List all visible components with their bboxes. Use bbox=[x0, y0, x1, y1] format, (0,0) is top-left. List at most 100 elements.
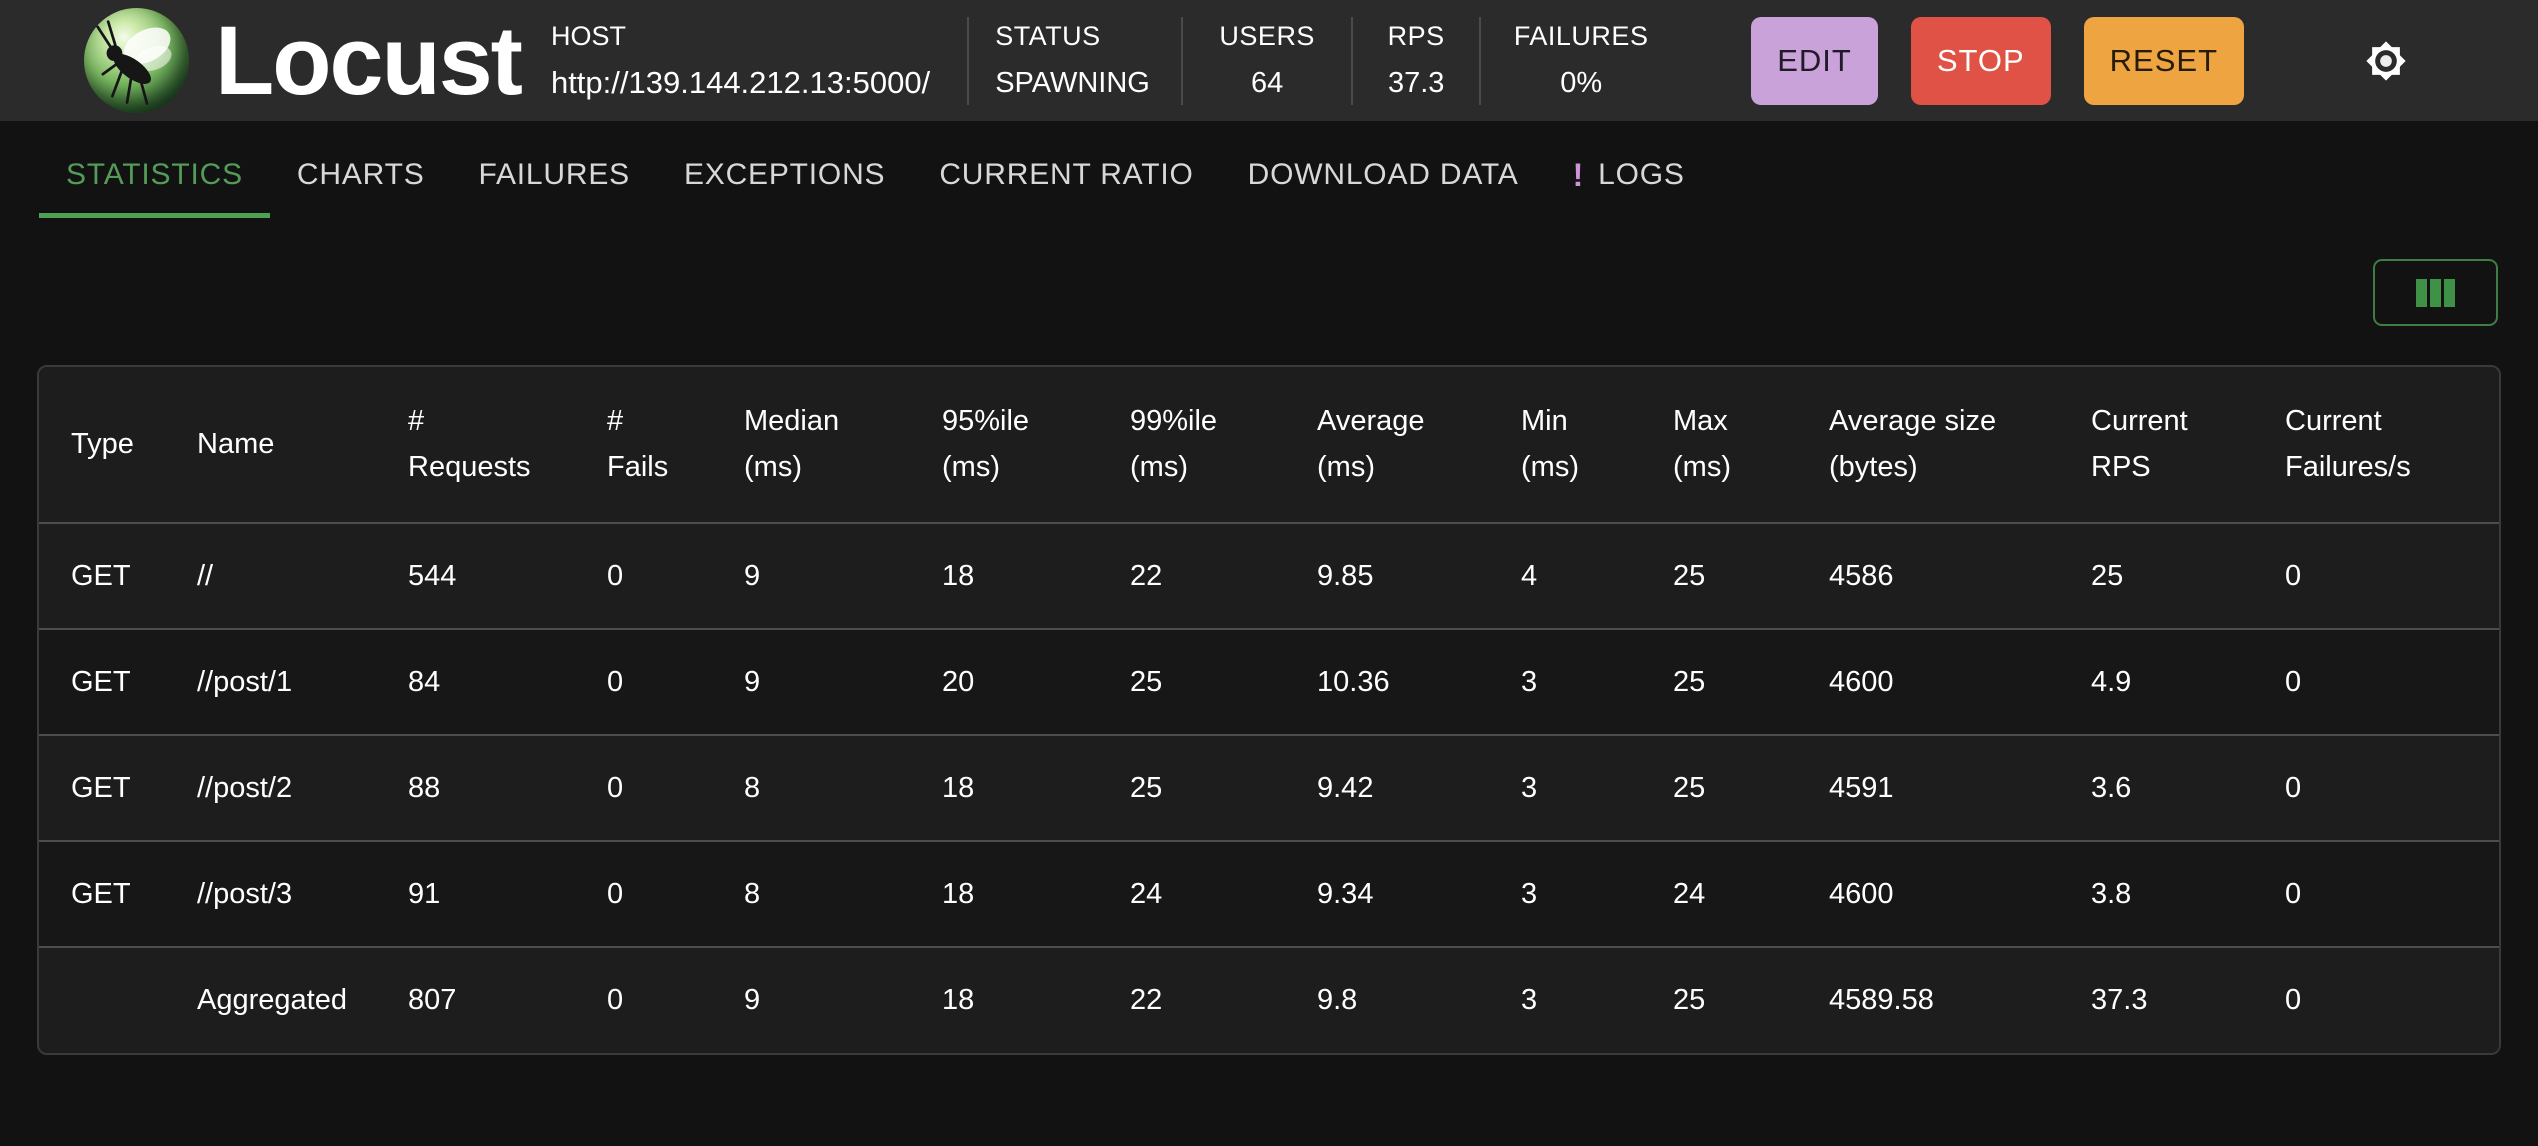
table-cell: 20 bbox=[910, 628, 1098, 735]
tab-exceptions[interactable]: EXCEPTIONS bbox=[657, 136, 912, 218]
view-columns-icon bbox=[2430, 278, 2441, 307]
host-label: HOST bbox=[550, 20, 626, 51]
table-row: GET //post/2 88 0 8 18 25 9.42 3 25 4591… bbox=[39, 734, 2499, 841]
tab-logs[interactable]: ! LOGS bbox=[1546, 136, 1712, 218]
col-header-99ile[interactable]: 99%ile (ms) bbox=[1098, 367, 1285, 523]
rps-label: RPS bbox=[1387, 21, 1445, 51]
table-cell: 91 bbox=[376, 840, 575, 947]
table-cell: 10.36 bbox=[1285, 628, 1489, 735]
table-cell: GET bbox=[39, 522, 165, 629]
failures-indicator: FAILURES 0% bbox=[1481, 21, 1681, 100]
tab-download-data[interactable]: DOWNLOAD DATA bbox=[1221, 136, 1546, 218]
users-indicator: USERS 64 bbox=[1183, 21, 1351, 100]
col-header-max[interactable]: Max (ms) bbox=[1641, 367, 1797, 523]
table-cell: 3.8 bbox=[2059, 840, 2253, 947]
status-indicator: STATUS SPAWNING bbox=[969, 21, 1181, 100]
tab-current-ratio[interactable]: CURRENT RATIO bbox=[912, 136, 1220, 218]
table-cell: 0 bbox=[575, 734, 712, 841]
col-header-line: Current bbox=[2285, 405, 2382, 437]
locust-logo: Locust bbox=[84, 8, 523, 113]
table-cell: GET bbox=[39, 734, 165, 841]
table-cell: GET bbox=[39, 628, 165, 735]
theme-toggle-button[interactable] bbox=[2356, 31, 2416, 91]
aggregated-row: Aggregated 807 0 9 18 22 9.8 3 25 4589.5… bbox=[39, 946, 2499, 1053]
divider bbox=[1479, 16, 1482, 105]
table-cell: 25 bbox=[1098, 628, 1285, 735]
table-toolbar bbox=[0, 218, 2538, 365]
table-cell: 3 bbox=[1489, 946, 1641, 1053]
table-cell: //post/1 bbox=[165, 628, 376, 735]
header-row: Type Name # Requests # Fails Median (ms) 95… bbox=[39, 367, 2499, 523]
table-cell: 24 bbox=[1098, 840, 1285, 947]
table-cell: 0 bbox=[575, 628, 712, 735]
edit-button[interactable]: EDIT bbox=[1751, 16, 1878, 105]
col-header-type[interactable]: Type bbox=[39, 367, 165, 523]
status-value: SPAWNING bbox=[995, 67, 1150, 99]
col-header-line: Name bbox=[197, 428, 275, 460]
col-header-current-rps[interactable]: Current RPS bbox=[2059, 367, 2253, 523]
col-header-line: Fails bbox=[607, 451, 669, 483]
table-cell: 0 bbox=[2253, 522, 2499, 629]
column-selector-button[interactable] bbox=[2373, 259, 2498, 326]
stop-button[interactable]: STOP bbox=[1910, 16, 2051, 105]
table-cell: 22 bbox=[1098, 946, 1285, 1053]
table-cell: 37.3 bbox=[2059, 946, 2253, 1053]
table-cell: 544 bbox=[376, 522, 575, 629]
col-header-average-size[interactable]: Average size (bytes) bbox=[1797, 367, 2059, 523]
col-header-current-failures[interactable]: Current Failures/s bbox=[2253, 367, 2499, 523]
table-cell: 3.6 bbox=[2059, 734, 2253, 841]
light-mode-sun-icon bbox=[2366, 40, 2406, 81]
col-header-line: (ms) bbox=[1673, 451, 1731, 483]
table-row: GET //post/3 91 0 8 18 24 9.34 3 24 4600… bbox=[39, 840, 2499, 947]
table-cell: 0 bbox=[2253, 734, 2499, 841]
host-url: http://139.144.212.13:5000/ bbox=[550, 64, 931, 100]
col-header-min[interactable]: Min (ms) bbox=[1489, 367, 1641, 523]
table-cell: 0 bbox=[575, 840, 712, 947]
tab-statistics[interactable]: STATISTICS bbox=[39, 136, 270, 218]
col-header-name[interactable]: Name bbox=[165, 367, 376, 523]
table-cell: //post/2 bbox=[165, 734, 376, 841]
table-cell: 9.8 bbox=[1285, 946, 1489, 1053]
table-cell: 8 bbox=[712, 840, 910, 947]
col-header-average[interactable]: Average (ms) bbox=[1285, 367, 1489, 523]
table-cell: 84 bbox=[376, 628, 575, 735]
tab-charts[interactable]: CHARTS bbox=[270, 136, 452, 218]
col-header-line: (ms) bbox=[744, 451, 802, 483]
table-cell: 25 bbox=[1641, 628, 1797, 735]
col-header-95ile[interactable]: 95%ile (ms) bbox=[910, 367, 1098, 523]
col-header-line: (ms) bbox=[1317, 451, 1375, 483]
table-cell: 4 bbox=[1489, 522, 1641, 629]
app-header: Locust HOST http://139.144.212.13:5000/ … bbox=[0, 0, 2538, 121]
logs-notification-icon: ! bbox=[1572, 157, 1585, 193]
tab-bar: STATISTICS CHARTS FAILURES EXCEPTIONS CU… bbox=[0, 136, 2538, 218]
rps-indicator: RPS 37.3 bbox=[1353, 21, 1479, 100]
table-cell: // bbox=[165, 522, 376, 629]
col-header-fails[interactable]: # Fails bbox=[575, 367, 712, 523]
table-cell: 18 bbox=[910, 946, 1098, 1053]
users-value: 64 bbox=[1251, 67, 1284, 99]
col-header-line: Max bbox=[1673, 405, 1728, 437]
divider bbox=[1351, 16, 1354, 105]
col-header-line: RPS bbox=[2091, 451, 2151, 483]
tab-label: FAILURES bbox=[478, 158, 630, 191]
col-header-line: (ms) bbox=[942, 451, 1000, 483]
status-label: STATUS bbox=[995, 21, 1101, 51]
view-columns-icon bbox=[2444, 278, 2455, 307]
table-cell: 0 bbox=[2253, 946, 2499, 1053]
tab-failures[interactable]: FAILURES bbox=[452, 136, 657, 218]
failures-value: 0% bbox=[1560, 67, 1603, 99]
table-cell: 3 bbox=[1489, 840, 1641, 947]
col-header-median[interactable]: Median (ms) bbox=[712, 367, 910, 523]
table-cell: 25 bbox=[1098, 734, 1285, 841]
col-header-requests[interactable]: # Requests bbox=[376, 367, 575, 523]
view-columns-icon bbox=[2416, 278, 2427, 307]
reset-button[interactable]: RESET bbox=[2083, 16, 2245, 105]
col-header-line: Min bbox=[1521, 405, 1568, 437]
grasshopper-icon bbox=[96, 20, 172, 105]
col-header-line: # bbox=[607, 405, 624, 437]
col-header-line: Median bbox=[744, 405, 840, 437]
table-cell: 3 bbox=[1489, 734, 1641, 841]
statistics-table: Type Name # Requests # Fails Median (ms) 95… bbox=[37, 365, 2501, 1055]
divider bbox=[967, 16, 970, 105]
table-cell: 9.34 bbox=[1285, 840, 1489, 947]
